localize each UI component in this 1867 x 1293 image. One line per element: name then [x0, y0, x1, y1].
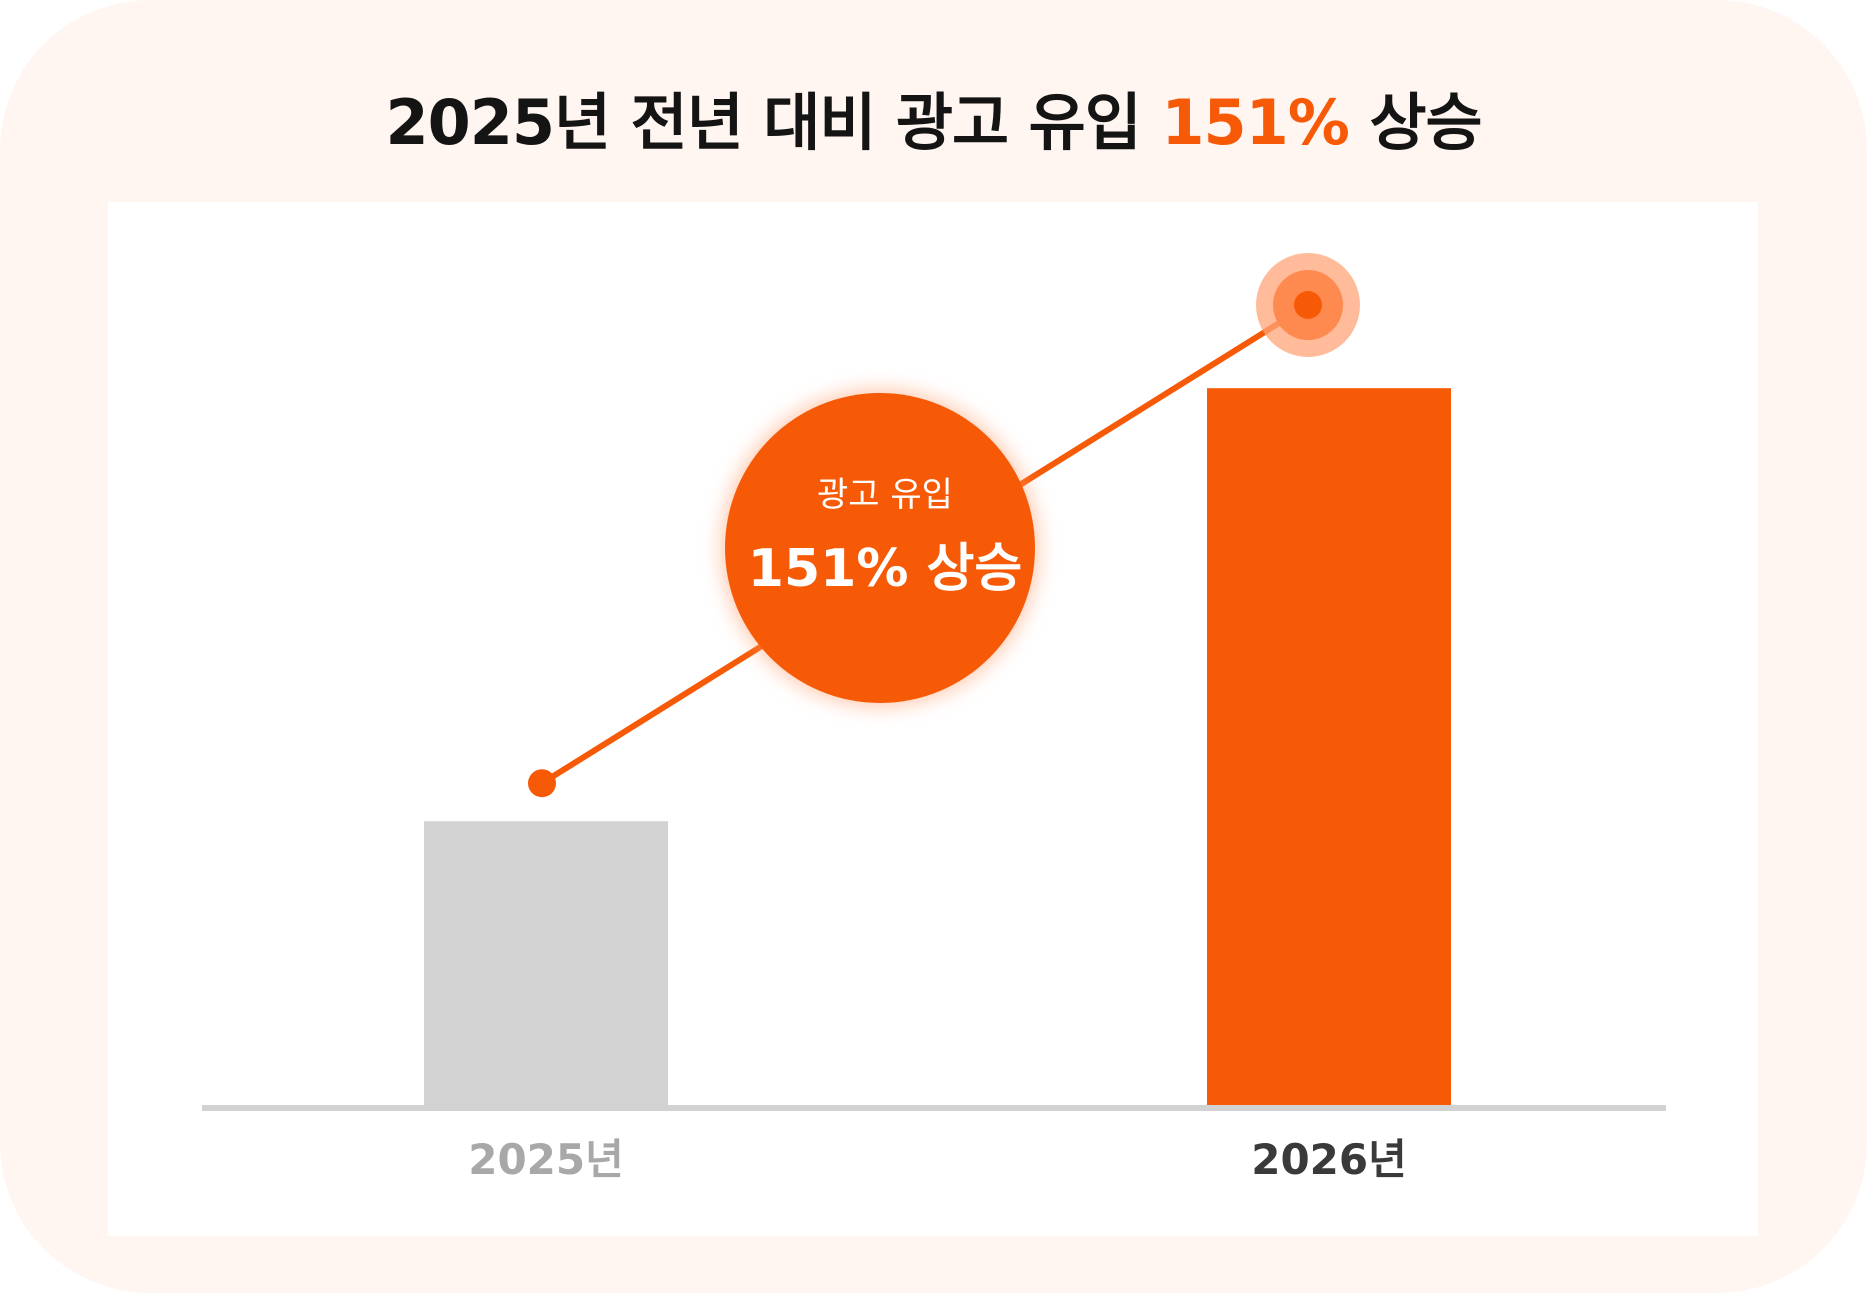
- title-suffix: 상승: [1348, 86, 1482, 159]
- x-tick-label-2026: 2026년: [1251, 1135, 1407, 1184]
- badge-label: 광고 유입: [817, 475, 953, 515]
- bar-2025: [424, 821, 668, 1111]
- chart-title: 2025년 전년 대비 광고 유입 151% 상승: [0, 72, 1867, 162]
- x-tick-label-2025: 2025년: [468, 1135, 624, 1184]
- title-highlight: 151%: [1161, 86, 1350, 159]
- badge-value: 151% 상승: [748, 539, 1022, 599]
- trend-end-marker: [1256, 253, 1360, 357]
- chart-panel: [108, 202, 1758, 1236]
- growth-badge: 광고 유입 151% 상승: [722, 390, 1038, 706]
- title-prefix: 2025년 전년 대비 광고 유입: [385, 86, 1162, 159]
- trend-start-marker: [528, 769, 556, 798]
- bar-2026: [1207, 388, 1451, 1111]
